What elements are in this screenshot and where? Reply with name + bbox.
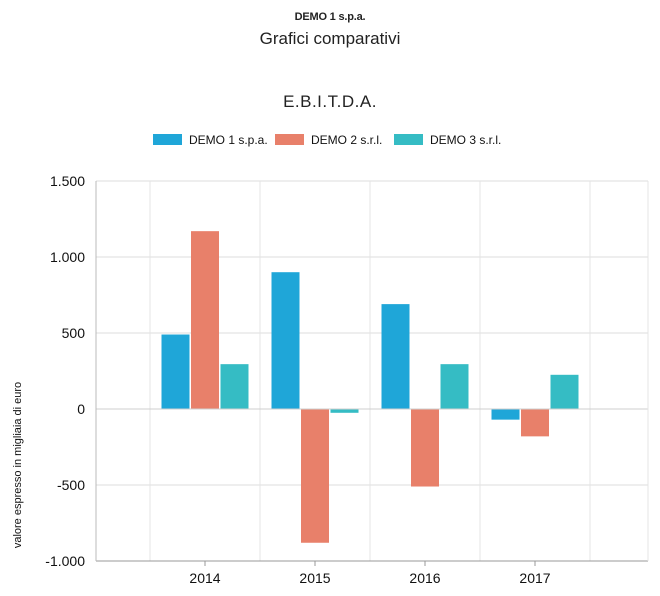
legend-label: DEMO 3 s.r.l.: [430, 133, 501, 147]
legend-swatch: [394, 134, 423, 145]
legend-swatch: [275, 134, 304, 145]
x-tick-label: 2015: [299, 570, 330, 586]
bar-2014-series-2[interactable]: [191, 231, 219, 409]
chart-legend: DEMO 1 s.p.a. DEMO 2 s.r.l. DEMO 3 s.r.l.: [153, 133, 501, 147]
chart-tick-labels: 1.500 1.000 500 0 -500 -1.000 2014 2015 2016 2017…: [12, 173, 551, 586]
bar-2016-series-3[interactable]: [440, 364, 469, 409]
company-name: DEMO 1 s.p.a.: [294, 11, 366, 23]
legend-label: DEMO 2 s.r.l.: [311, 133, 382, 147]
y-axis-title: valore espresso in migliaia di euro: [12, 382, 24, 548]
legend-item-2[interactable]: DEMO 2 s.r.l.: [275, 133, 382, 147]
chart-axes: [95, 181, 649, 566]
bar-2017-series-1[interactable]: [491, 409, 520, 420]
bar-2015-series-1[interactable]: [271, 272, 300, 409]
bar-2015-series-2[interactable]: [301, 409, 329, 543]
y-tick-label: -500: [57, 477, 85, 493]
bar-2014-series-3[interactable]: [220, 364, 249, 409]
x-tick-label: 2016: [409, 570, 440, 586]
legend-item-1[interactable]: DEMO 1 s.p.a.: [153, 133, 268, 147]
page-subtitle: Grafici comparativi: [259, 29, 401, 48]
chart-bars: [161, 231, 579, 543]
legend-swatch: [153, 134, 182, 145]
bar-2017-series-3[interactable]: [550, 374, 579, 409]
x-tick-label: 2017: [519, 570, 550, 586]
y-tick-label: -1.000: [45, 553, 85, 569]
bar-2014-series-1[interactable]: [161, 334, 190, 409]
x-tick-label: 2014: [189, 570, 220, 586]
bar-2017-series-2[interactable]: [521, 409, 549, 437]
chart-title: E.B.I.T.D.A.: [283, 92, 377, 111]
legend-label: DEMO 1 s.p.a.: [189, 133, 268, 147]
legend-item-3[interactable]: DEMO 3 s.r.l.: [394, 133, 501, 147]
y-tick-label: 500: [62, 325, 86, 341]
bar-2016-series-1[interactable]: [381, 304, 410, 409]
y-tick-label: 1.000: [50, 249, 85, 265]
bar-2015-series-3[interactable]: [330, 409, 359, 413]
y-tick-label: 1.500: [50, 173, 85, 189]
bar-2016-series-2[interactable]: [411, 409, 439, 487]
y-tick-label: 0: [77, 401, 85, 417]
